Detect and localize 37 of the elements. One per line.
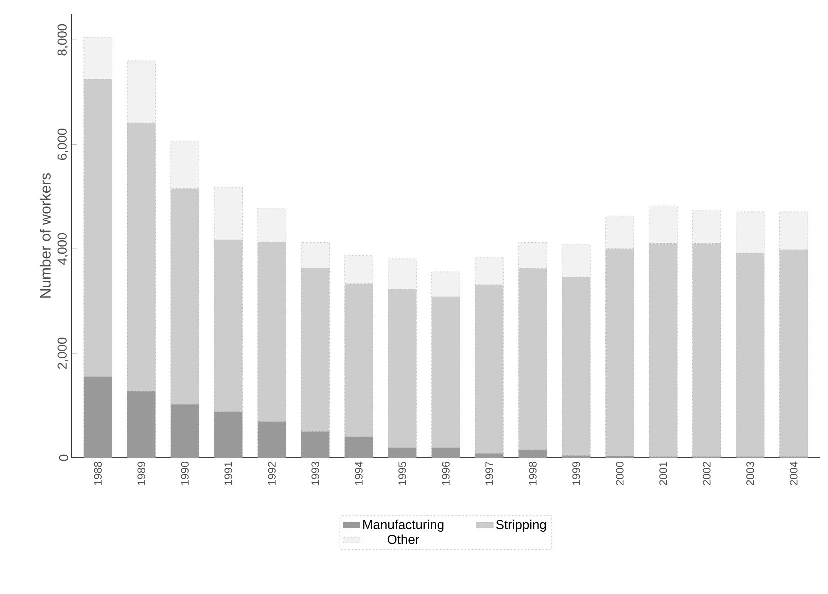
y-tick-label: 0 bbox=[59, 454, 68, 462]
y-axis-title: Number of workers bbox=[40, 173, 51, 298]
x-tick-label: 1999 bbox=[572, 462, 580, 486]
bar bbox=[258, 422, 286, 458]
x-tick-label: 1988 bbox=[94, 462, 102, 486]
x-tick-label: 2001 bbox=[660, 462, 668, 486]
bar bbox=[84, 376, 112, 458]
x-tick-label: 1995 bbox=[398, 462, 406, 486]
legend-label: Manufacturing bbox=[364, 520, 444, 532]
legend-label: Other bbox=[388, 534, 420, 544]
x-tick-label: 2000 bbox=[616, 462, 624, 486]
x-tick-label: 1991 bbox=[224, 462, 232, 486]
y-tick-label: 4,000 bbox=[58, 233, 68, 265]
bar bbox=[344, 436, 374, 458]
x-tick-label: 1993 bbox=[312, 462, 320, 486]
y-tick-label: 2,000 bbox=[58, 338, 68, 370]
bar bbox=[214, 412, 243, 458]
x-tick-label: 1990 bbox=[181, 462, 189, 486]
y-tick-label: 6,000 bbox=[58, 128, 68, 160]
x-tick-label: 1996 bbox=[442, 462, 450, 486]
bar bbox=[518, 450, 548, 458]
bar bbox=[301, 432, 330, 458]
y-tick-label: 8,000 bbox=[58, 24, 68, 56]
x-tick-label: 1992 bbox=[268, 462, 276, 486]
x-tick-label: 1989 bbox=[138, 462, 146, 486]
bar bbox=[170, 404, 200, 458]
bar bbox=[388, 448, 417, 458]
x-tick-label: 1998 bbox=[529, 462, 537, 486]
bar bbox=[127, 391, 156, 458]
x-tick-label: 1997 bbox=[486, 462, 494, 486]
x-tick-label: 2003 bbox=[746, 462, 754, 486]
x-tick-label: 1994 bbox=[355, 462, 363, 486]
x-tick-label: 2004 bbox=[790, 462, 798, 486]
bar bbox=[475, 454, 504, 458]
x-tick-label: 2002 bbox=[703, 462, 711, 486]
bar bbox=[432, 448, 460, 458]
legend-label: Stripping bbox=[496, 520, 546, 532]
